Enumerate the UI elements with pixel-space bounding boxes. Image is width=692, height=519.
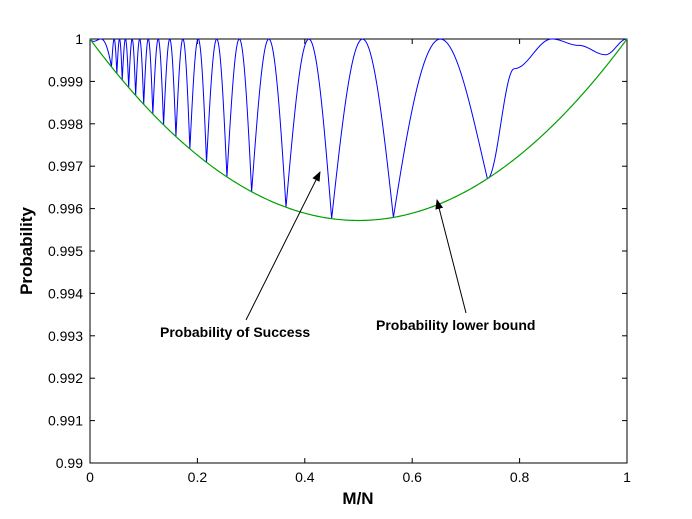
success-probability-line [89,38,628,219]
y-axis-ticks: 0.99 0.991 0.992 0.993 0.994 0.995 0.996 0.997 0… [48,31,627,471]
x-tick-label: 1 [623,469,631,485]
plot-area [89,38,628,464]
x-axis-title: M/N [342,489,373,508]
x-axis-ticks: 0 0.2 0.4 0.6 0.8 1 [86,39,631,485]
y-tick-label: 0.996 [48,201,83,217]
y-tick-label: 0.994 [48,285,83,301]
y-tick-label: 0.992 [48,370,83,386]
annotations: Probability of Success Probability lower… [160,171,535,340]
y-tick-label: 0.997 [48,158,83,174]
success-arrow [245,171,321,321]
x-tick-label: 0.2 [188,469,208,485]
x-tick-label: 0.8 [510,469,530,485]
y-tick-label: 0.998 [48,116,83,132]
y-tick-label: 1 [75,31,83,47]
bound-annotation-label: Probability lower bound [376,317,535,333]
y-tick-label: 0.995 [48,243,83,259]
y-axis-title: Probability [17,207,36,295]
y-tick-label: 0.99 [56,455,83,471]
bound-arrow [435,199,467,314]
x-tick-label: 0 [86,469,94,485]
y-tick-label: 0.993 [48,328,83,344]
y-tick-label: 0.991 [48,413,83,429]
x-tick-label: 0.6 [402,469,422,485]
lower-bound-line [89,38,628,222]
x-tick-label: 0.4 [295,469,315,485]
success-annotation-label: Probability of Success [160,324,310,340]
y-tick-label: 0.999 [48,73,83,89]
